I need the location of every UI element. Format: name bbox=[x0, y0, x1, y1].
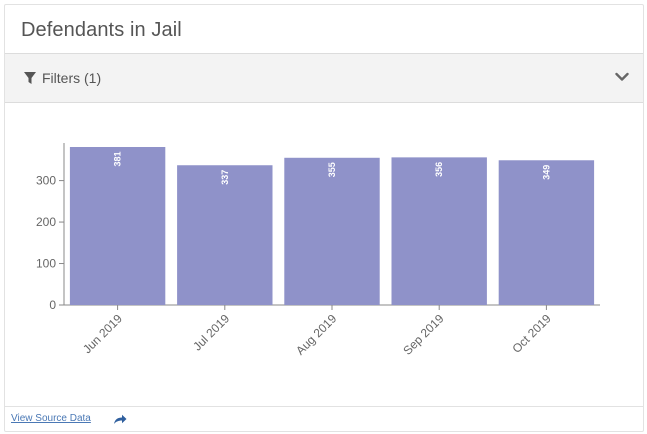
bar-data-label: 349 bbox=[541, 165, 551, 180]
card-footer: View Source Data bbox=[5, 406, 643, 431]
chevron-down-icon[interactable] bbox=[615, 72, 629, 82]
x-tick-label: Oct 2019 bbox=[509, 311, 554, 356]
x-tick-label: Sep 2019 bbox=[400, 311, 446, 357]
y-tick-label: 300 bbox=[36, 174, 56, 188]
bar-data-label: 381 bbox=[113, 151, 123, 166]
y-tick-label: 100 bbox=[36, 257, 56, 271]
bar-data-label: 355 bbox=[327, 162, 337, 177]
filters-toggle[interactable]: Filters (1) bbox=[5, 53, 643, 103]
bar-chart: 0 100 200 300 381 Jun 2019 337 Jul 2019 355 Aug 2… bbox=[36, 143, 600, 358]
card-title: Defendants in Jail bbox=[21, 19, 182, 41]
bar-data-label: 356 bbox=[434, 162, 444, 177]
bar bbox=[284, 157, 380, 305]
bar bbox=[498, 160, 595, 305]
view-source-data-link[interactable]: View Source Data bbox=[11, 413, 91, 424]
y-tick-label: 0 bbox=[49, 298, 56, 312]
filters-label: Filters (1) bbox=[42, 70, 102, 86]
x-tick-label: Aug 2019 bbox=[293, 311, 339, 357]
share-arrow-icon[interactable] bbox=[113, 414, 127, 425]
x-tick-label: Jun 2019 bbox=[80, 311, 125, 356]
bar bbox=[391, 157, 487, 305]
chart-card: Defendants in Jail Filters (1) 0 100 200 30… bbox=[4, 4, 644, 432]
chart-area: 0 100 200 300 381 Jun 2019 337 Jul 2019 355 Aug 2… bbox=[5, 109, 643, 405]
filter-icon bbox=[24, 72, 36, 84]
bar bbox=[69, 147, 166, 305]
bar bbox=[177, 165, 273, 305]
bar-data-label: 337 bbox=[220, 170, 230, 185]
x-tick-label: Jul 2019 bbox=[190, 311, 232, 353]
y-tick-label: 200 bbox=[36, 215, 56, 229]
